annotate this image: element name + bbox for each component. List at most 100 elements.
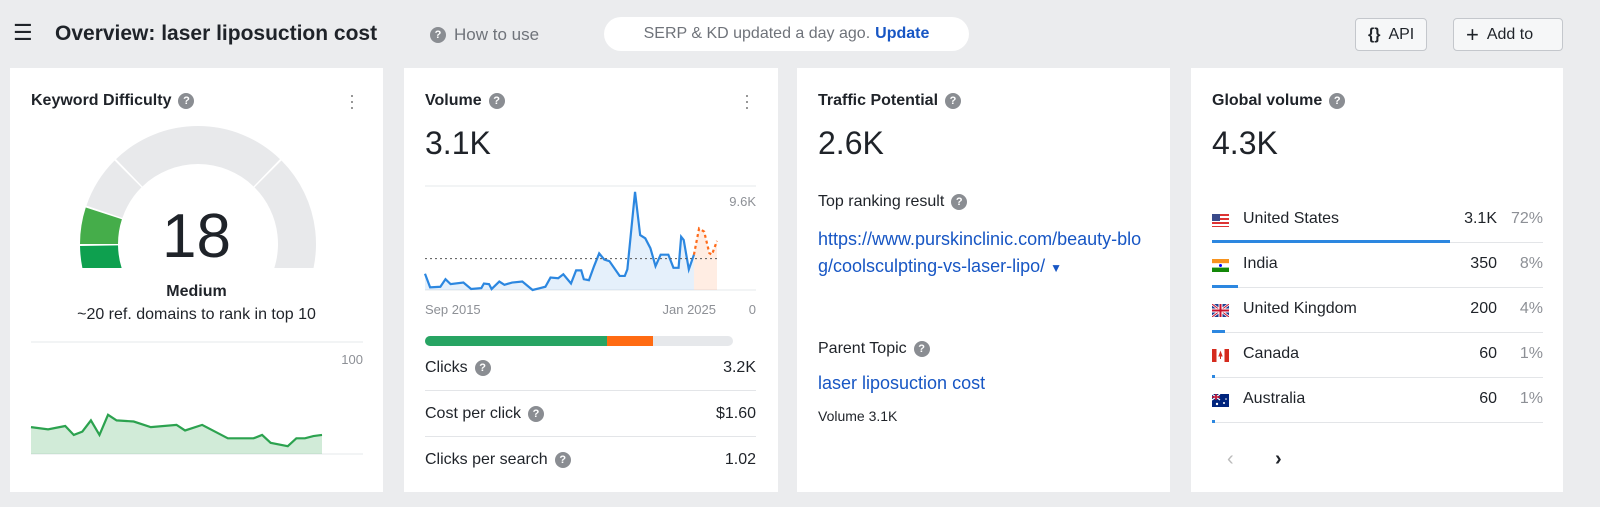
update-link[interactable]: Update	[875, 25, 930, 42]
y-tick-label-min: 0	[749, 302, 756, 317]
cps-label: Clicks per search	[425, 451, 548, 468]
cpc-label: Cost per click	[425, 404, 522, 422]
braces-icon: {}	[1368, 25, 1381, 43]
country-volume: 3.1K	[1464, 210, 1497, 227]
help-icon[interactable]: ?	[474, 359, 491, 376]
help-icon[interactable]: ?	[528, 405, 545, 422]
country-row-ca[interactable]: Canada 60 1%	[1212, 333, 1543, 378]
country-volume: 350	[1470, 255, 1497, 272]
country-name: India	[1243, 255, 1278, 272]
country-volume: 60	[1479, 390, 1497, 407]
flag-in-icon	[1212, 259, 1229, 272]
header: ☰ Overview: laser liposuction cost ? How …	[0, 0, 1600, 68]
y-tick-label-max: 9.6K	[729, 194, 756, 209]
parent-topic-volume: Volume 3.1K	[818, 408, 898, 424]
cps-row: Clicks per search? 1.02	[425, 437, 756, 483]
y-tick-label-max: 100	[341, 352, 363, 367]
plus-icon: +	[1466, 21, 1479, 47]
help-icon[interactable]: ?	[554, 452, 571, 468]
x-tick-label-start: Sep 2015	[425, 302, 481, 317]
country-share-bar	[1212, 285, 1239, 288]
forecast-line	[692, 226, 719, 257]
volume-value: 3.1K	[425, 125, 491, 161]
update-notice: SERP & KD updated a day ago. Update	[604, 17, 969, 51]
traffic-title-text: Traffic Potential	[818, 92, 939, 109]
help-icon: ?	[430, 27, 446, 43]
help-icon[interactable]: ?	[951, 194, 968, 210]
how-to-use-link[interactable]: ? How to use	[430, 25, 539, 45]
country-percent: 8%	[1519, 255, 1543, 272]
global-title: Global volume?	[1212, 92, 1346, 110]
volume-title: Volume?	[425, 92, 505, 110]
organic-clicks-segment	[425, 336, 607, 346]
flag-ca-icon	[1212, 349, 1229, 362]
country-name: Canada	[1243, 345, 1300, 362]
country-percent: 72%	[1510, 210, 1543, 227]
country-row-in[interactable]: India 350 8%	[1212, 243, 1543, 288]
top-result-link-wrap: https://www.purskinclinic.com/beauty-blo…	[818, 226, 1148, 282]
gauge-segment-3	[86, 160, 142, 218]
how-to-use-label: How to use	[454, 25, 540, 44]
kd-history-chart: May 2021Mar 20241000	[30, 341, 363, 455]
next-page-icon[interactable]: ›	[1275, 448, 1282, 470]
volume-title-text: Volume	[425, 92, 482, 109]
top-result-link[interactable]: https://www.purskinclinic.com/beauty-blo…	[818, 229, 1142, 276]
country-percent: 1%	[1519, 390, 1543, 407]
caret-down-icon[interactable]: ▼	[1050, 261, 1062, 275]
country-share-bar	[1212, 420, 1216, 423]
api-label: API	[1388, 25, 1415, 43]
flag-us-icon	[1212, 214, 1229, 227]
country-name: Australia	[1243, 390, 1306, 407]
paid-clicks-segment	[606, 336, 653, 346]
country-share-bar	[1212, 240, 1451, 243]
help-icon[interactable]: ?	[178, 93, 195, 109]
country-row-au[interactable]: Australia 60 1%	[1212, 378, 1543, 423]
help-icon[interactable]: ?	[945, 93, 962, 109]
more-options-icon[interactable]: · · ·	[349, 85, 355, 117]
global-title-text: Global volume	[1212, 92, 1323, 109]
top-result-label-text: Top ranking result	[818, 193, 945, 210]
previous-page-icon[interactable]: ‹	[1227, 448, 1234, 470]
clicks-value: 3.2K	[723, 358, 756, 376]
kd-level: Medium	[166, 283, 227, 300]
api-button[interactable]: {} API	[1355, 18, 1428, 51]
kd-title: Keyword Difficulty?	[31, 92, 195, 110]
volume-card: Volume? · · · 3.1K Sep 2015 Jan 2025 9.6K 0 C…	[404, 68, 778, 492]
parent-topic-label: Parent Topic?	[818, 340, 930, 358]
add-to-label: Add to	[1486, 25, 1534, 43]
parent-topic-link[interactable]: laser liposuction cost	[818, 373, 986, 393]
gauge-segment-4	[116, 126, 280, 187]
series-area	[31, 414, 322, 454]
series-line	[423, 191, 695, 292]
more-options-icon[interactable]: · · ·	[744, 85, 750, 117]
help-icon[interactable]: ?	[913, 341, 930, 357]
gauge-segment-2	[80, 207, 122, 244]
parent-topic-label-text: Parent Topic	[818, 340, 907, 357]
x-tick-label-end: Jan 2025	[663, 302, 717, 317]
add-to-button[interactable]: + Add to	[1453, 18, 1563, 51]
country-row-gb[interactable]: United Kingdom 200 4%	[1212, 288, 1543, 333]
forecast-area	[693, 228, 717, 290]
country-volume: 200	[1470, 300, 1497, 317]
series-area	[425, 191, 694, 290]
country-share-bar	[1212, 330, 1226, 333]
kd-title-text: Keyword Difficulty	[31, 92, 172, 109]
cpc-row: Cost per click? $1.60	[425, 391, 756, 437]
clicks-row: Clicks? 3.2K	[425, 345, 756, 391]
clicks-label: Clicks	[425, 358, 468, 376]
traffic-title: Traffic Potential?	[818, 92, 962, 110]
country-row-us[interactable]: United States 3.1K 72%	[1212, 198, 1543, 243]
global-value: 4.3K	[1212, 125, 1278, 161]
traffic-potential-card: Traffic Potential? 2.6K Top ranking resu…	[797, 68, 1170, 492]
traffic-value: 2.6K	[818, 125, 884, 161]
hamburger-menu-icon[interactable]: ☰	[13, 20, 33, 45]
help-icon[interactable]: ?	[1329, 93, 1346, 109]
country-name: United Kingdom	[1243, 300, 1357, 317]
global-volume-card: Global volume? 4.3K United States 3.1K 7…	[1191, 68, 1563, 492]
help-icon[interactable]: ?	[488, 93, 505, 109]
country-name: United States	[1243, 210, 1340, 227]
clicks-distribution-bar	[425, 336, 733, 346]
volume-history-chart: Sep 2015 Jan 2025 9.6K 0	[423, 185, 756, 317]
kd-note: ~20 ref. domains to rank in top 10	[77, 306, 316, 323]
country-percent: 1%	[1519, 345, 1543, 362]
